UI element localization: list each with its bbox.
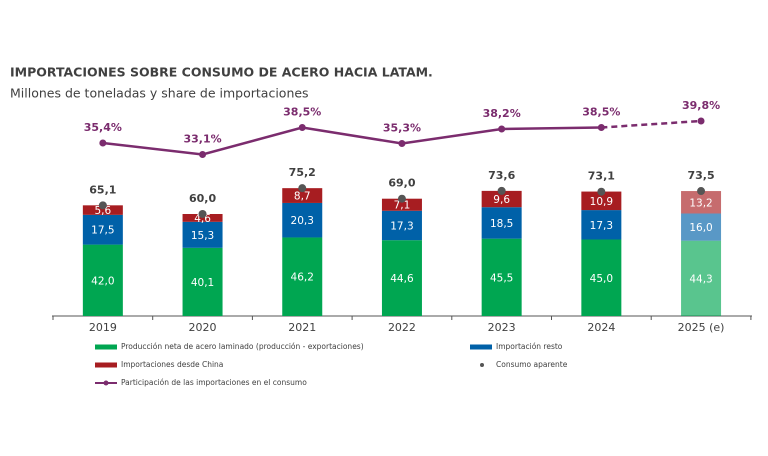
- bar-segment: [481, 238, 522, 316]
- consumption-label: 75,2: [289, 166, 316, 179]
- bar-label: 17,3: [590, 220, 613, 232]
- share-label: 33,1%: [183, 133, 221, 146]
- share-point: [398, 140, 406, 147]
- share-point: [498, 125, 506, 133]
- bar-label: 42,0: [91, 275, 114, 287]
- consumption-label: 73,6: [488, 169, 515, 182]
- bar-segment: [282, 237, 323, 316]
- share-label: 38,5%: [582, 106, 620, 119]
- chart-title: IMPORTACIONES SOBRE CONSUMO DE ACERO HAC…: [10, 65, 433, 80]
- bar-label: 13,2: [689, 197, 712, 209]
- bar-label: 15,3: [191, 230, 214, 242]
- bar-label: 10,9: [590, 196, 613, 208]
- bar-segment: [581, 210, 622, 240]
- bar-segment: [581, 239, 622, 316]
- bar-label: 16,0: [689, 222, 712, 234]
- share-point: [697, 117, 705, 125]
- consumption-dot: [298, 184, 307, 193]
- x-tick-label: 2022: [388, 321, 416, 334]
- legend-symbol: [480, 363, 484, 367]
- consumption-dot: [497, 186, 506, 195]
- bar-segment: [182, 221, 223, 248]
- bar-label: 4,6: [194, 213, 211, 225]
- share-line-estimate: [601, 119, 702, 129]
- x-tick-label: 2021: [288, 321, 316, 334]
- bar-label: 5,6: [94, 205, 111, 217]
- bar-label: 18,5: [490, 218, 513, 230]
- bar-segment: [381, 210, 422, 241]
- bar-label: 17,3: [390, 220, 413, 232]
- bar-label: 20,3: [291, 215, 314, 227]
- share-point: [597, 124, 605, 131]
- bar-segment: [581, 191, 622, 211]
- bar-segment: [681, 191, 722, 214]
- bar-segment: [82, 244, 123, 316]
- x-tick-label: 2019: [89, 321, 117, 334]
- legend-label: Importaciones desde China: [121, 360, 223, 369]
- bar-segment: [82, 214, 123, 245]
- share-point: [298, 124, 306, 131]
- share-label: 38,5%: [283, 106, 321, 119]
- bar-segment: [481, 207, 522, 239]
- x-tick-label: 2024: [587, 321, 615, 334]
- share-label: 35,3%: [383, 122, 421, 135]
- chart-subtitle: Millones de toneladas y share de importa…: [10, 86, 309, 101]
- x-tick-label: 2020: [189, 321, 217, 334]
- bar-label: 45,5: [490, 272, 513, 284]
- consumption-label: 60,0: [189, 192, 216, 205]
- legend-symbol: [95, 362, 117, 368]
- share-point: [99, 139, 107, 147]
- bar-segment: [82, 205, 123, 215]
- bar-label: 44,3: [689, 273, 712, 285]
- consumption-label: 73,5: [687, 169, 714, 182]
- share-label: 35,4%: [84, 121, 122, 134]
- bar-segment: [182, 247, 223, 316]
- x-tick-label: 2025 (e): [678, 321, 725, 334]
- bar-label: 8,7: [294, 191, 311, 203]
- share-label: 38,2%: [483, 107, 521, 120]
- bar-label: 46,2: [291, 272, 314, 284]
- consumption-dot: [697, 187, 706, 196]
- bar-segment: [481, 190, 522, 208]
- legend-symbol: [470, 344, 492, 350]
- legend-symbol: [103, 380, 109, 386]
- consumption-dot: [198, 210, 207, 218]
- consumption-label: 65,1: [89, 183, 116, 196]
- consumption-label: 73,1: [588, 170, 615, 183]
- bar-label: 7,1: [394, 200, 411, 212]
- bar-label: 9,6: [493, 194, 510, 206]
- bar-segment: [381, 240, 422, 316]
- consumption-dot: [597, 187, 606, 196]
- legend-label: Importación resto: [496, 342, 563, 351]
- legend-symbol: [95, 344, 117, 350]
- share-point: [199, 151, 207, 158]
- bar-segment: [381, 198, 422, 211]
- bar-segment: [282, 188, 323, 203]
- bar-label: 44,6: [390, 273, 414, 285]
- bar-segment: [282, 202, 323, 238]
- bar-segment: [681, 213, 722, 241]
- bar-label: 40,1: [191, 277, 214, 289]
- consumption-label: 69,0: [388, 177, 415, 190]
- legend-label: Participación de las importaciones en el…: [121, 378, 307, 387]
- consumption-dot: [397, 194, 406, 203]
- x-tick-label: 2023: [488, 321, 516, 334]
- share-label: 39,8%: [682, 99, 720, 112]
- legend-label: Consumo aparente: [496, 360, 568, 369]
- legend-label: Producción neta de acero laminado (produ…: [121, 342, 364, 351]
- bar-label: 45,0: [590, 273, 613, 285]
- bar-label: 17,5: [91, 225, 114, 237]
- consumption-dot: [98, 201, 107, 210]
- share-line: [102, 126, 602, 156]
- bar-segment: [681, 240, 722, 316]
